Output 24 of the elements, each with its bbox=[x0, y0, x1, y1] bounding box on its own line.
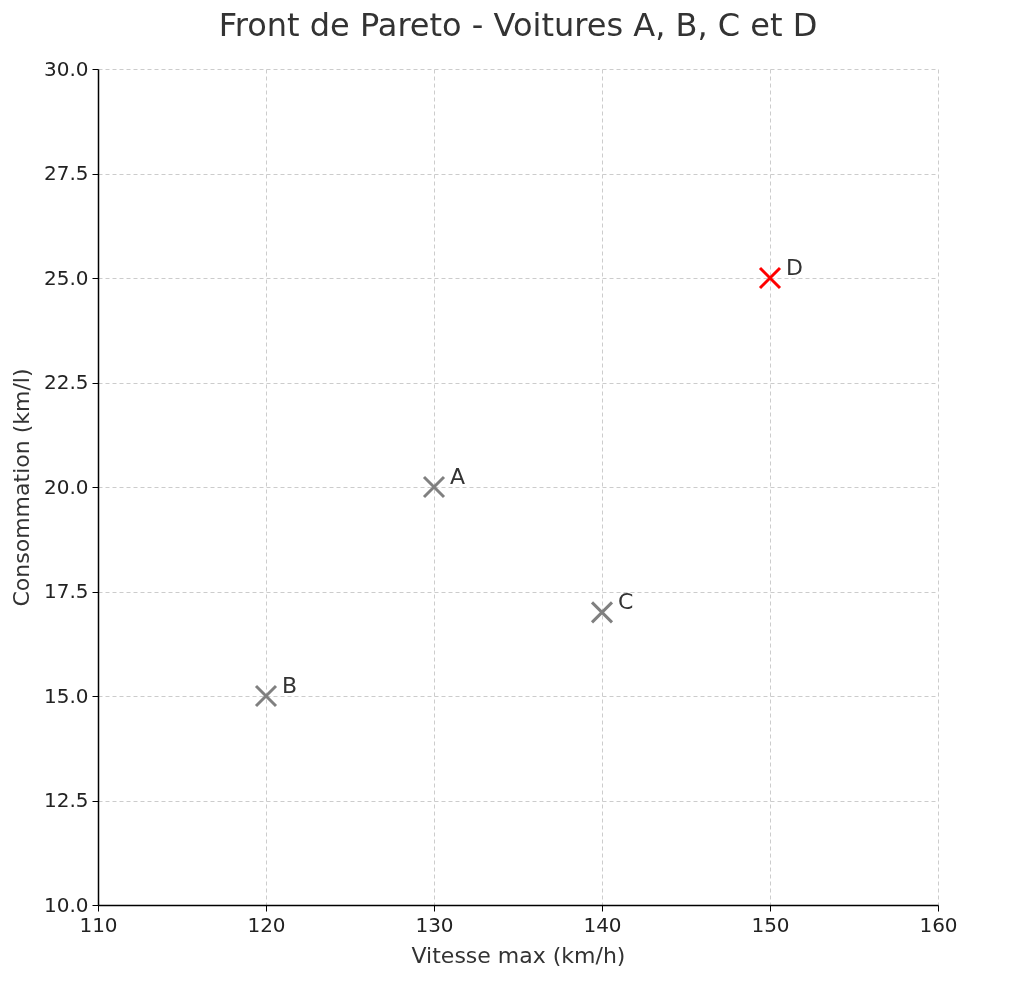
x-tick-label: 140 bbox=[583, 912, 622, 937]
point bbox=[254, 684, 278, 708]
point bbox=[758, 266, 782, 290]
x-tick-label: 160 bbox=[919, 912, 958, 937]
chart-title: Front de Pareto - Voitures A, B, C et D bbox=[218, 6, 818, 44]
y-tick-label: 20.0 bbox=[43, 474, 89, 499]
y-axis-title: Consommation (km/l) bbox=[8, 368, 34, 607]
annotation: D bbox=[786, 255, 803, 280]
y-tick-label: 22.5 bbox=[43, 370, 89, 394]
annotation: A bbox=[450, 464, 466, 489]
x-axis-title: Vitesse max (km/h) bbox=[411, 942, 626, 968]
y-tick-label: 17.5 bbox=[43, 579, 89, 603]
point bbox=[422, 475, 446, 499]
point bbox=[590, 600, 614, 624]
x-tick-label: 150 bbox=[751, 912, 790, 937]
x-tick-label: 130 bbox=[415, 912, 454, 937]
y-tick-label: 25.0 bbox=[43, 265, 89, 290]
annotation: B bbox=[282, 673, 298, 698]
x-tick-label: 120 bbox=[247, 912, 286, 937]
y-tick-label: 12.5 bbox=[43, 788, 89, 812]
y-tick-label: 15.0 bbox=[43, 683, 89, 708]
y-tick-label: 30.0 bbox=[43, 56, 89, 81]
annotation: C bbox=[618, 589, 634, 615]
y-tick-label: 27.5 bbox=[43, 161, 89, 185]
